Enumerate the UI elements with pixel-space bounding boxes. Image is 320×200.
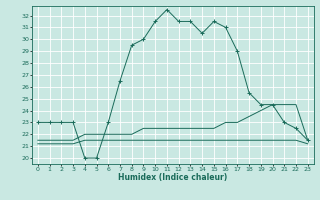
X-axis label: Humidex (Indice chaleur): Humidex (Indice chaleur)	[118, 173, 228, 182]
